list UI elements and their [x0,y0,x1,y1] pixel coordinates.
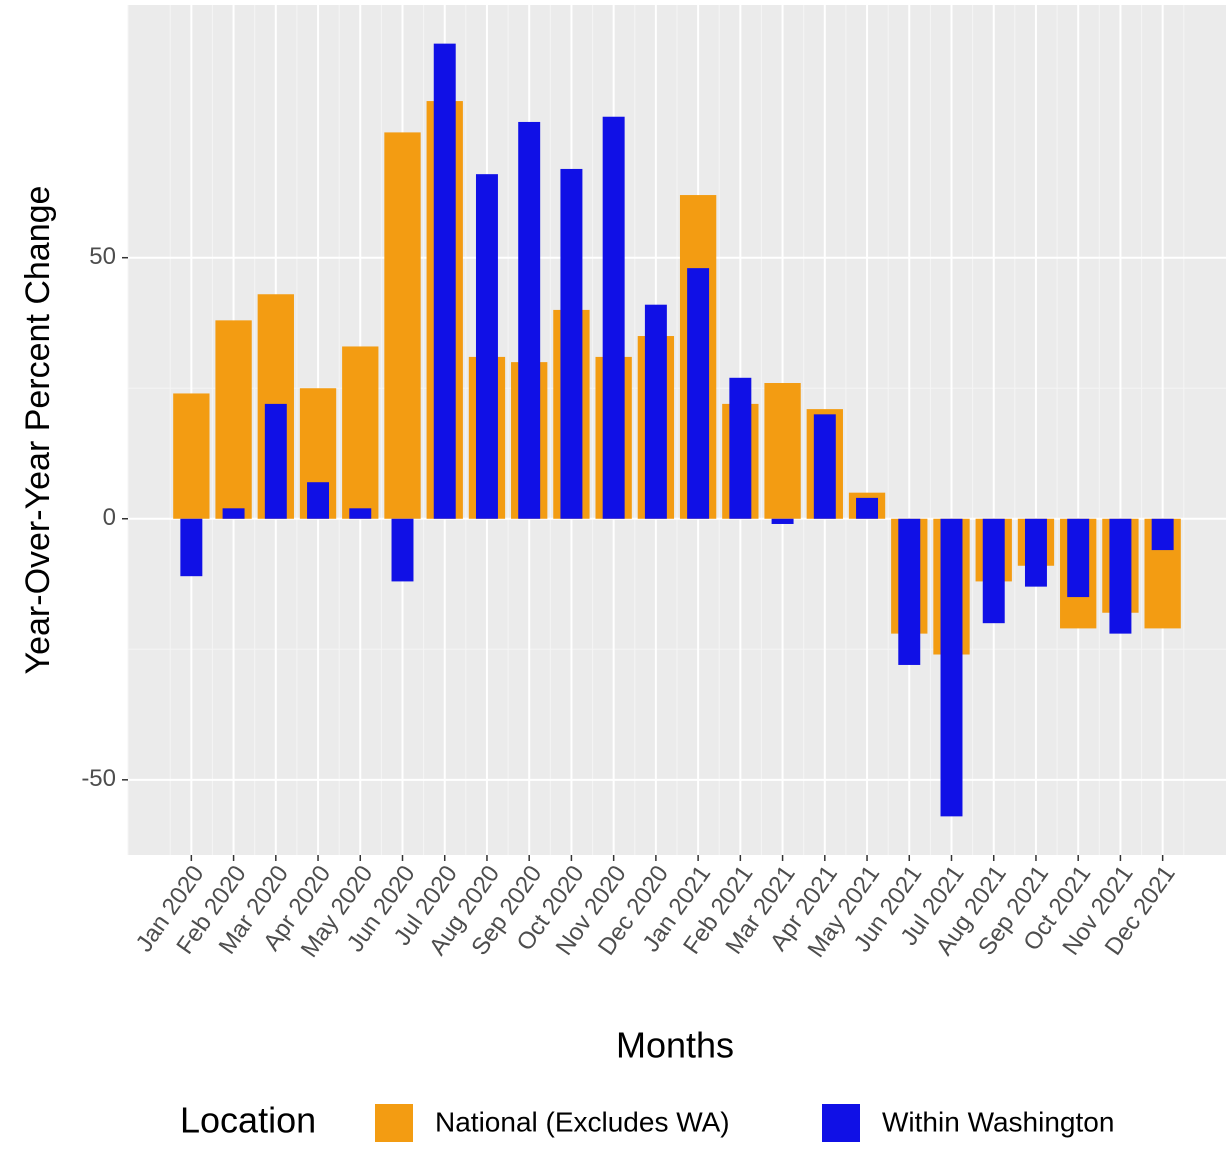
bar [560,168,583,519]
bar [391,518,414,582]
bar [215,320,252,519]
bar [764,383,801,519]
bar [982,518,1005,624]
bar [856,497,879,519]
bar [1067,518,1090,598]
legend-key [375,1104,413,1142]
bar [307,482,330,519]
legend-label: National (Excludes WA) [435,1106,730,1137]
bar [1024,518,1047,587]
legend-title: Location [180,1100,316,1141]
y-tick-label: 50 [89,243,116,270]
bar [180,518,203,577]
bar [687,268,710,519]
bar [342,346,379,519]
y-tick-label: 0 [103,504,116,531]
y-axis-title: Year-Over-Year Percent Change [19,186,57,675]
bar [813,414,836,519]
bar [433,43,456,519]
bar [222,508,245,519]
x-axis-title: Months [616,1025,734,1066]
bar [644,304,667,519]
bar [940,518,963,817]
bar [384,132,421,519]
bar [729,377,752,519]
bar [518,121,541,519]
y-tick-label: -50 [81,765,116,792]
legend-key [822,1104,860,1142]
bar [349,508,372,519]
bar [602,116,625,519]
bar [264,403,287,519]
bar [1109,518,1132,634]
bar [898,518,921,665]
bar [1151,518,1174,551]
bar [475,174,498,519]
bar [173,393,210,519]
bar [771,518,794,524]
legend-label: Within Washington [882,1106,1114,1137]
